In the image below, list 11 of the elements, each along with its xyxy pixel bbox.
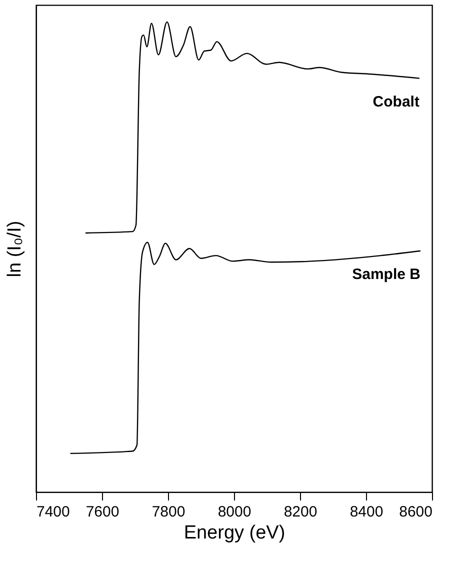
series-label: Cobalt [372, 93, 420, 110]
y-axis-title: ln (I₀/I) [4, 220, 26, 278]
x-axis-title: Energy (eV) [184, 522, 286, 544]
x-tick-label: 7400 [36, 504, 70, 520]
x-tick-label: 7600 [86, 504, 120, 520]
x-tick-label: 8200 [284, 504, 318, 520]
series-label: Sample B [352, 266, 421, 283]
x-tick-label: 8600 [399, 504, 432, 520]
x-tick-label: 7800 [152, 504, 186, 520]
x-tick-label: 8400 [350, 504, 384, 520]
x-tick-label: 8000 [218, 504, 252, 520]
